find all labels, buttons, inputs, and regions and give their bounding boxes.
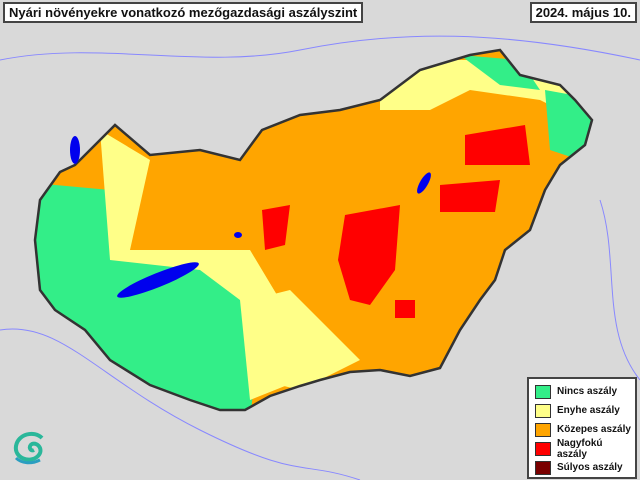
legend-label: Nincs aszály	[557, 386, 618, 397]
legend-label: Súlyos aszály	[557, 462, 623, 473]
legend-label: Nagyfokú aszály	[556, 437, 603, 460]
area-severe-drought-south	[395, 300, 415, 318]
area-severe-drought-east	[440, 180, 500, 212]
legend-item-severe: Nagyfokú aszály	[535, 437, 635, 460]
legend-swatch	[535, 403, 551, 418]
legend: Nincs aszály Enyhe aszály Közepes aszály…	[527, 377, 637, 479]
area-mild-drought-south	[250, 290, 360, 390]
lake-tisza	[417, 172, 431, 194]
area-mild-drought-west	[100, 130, 300, 400]
lake-velence	[234, 232, 242, 238]
lake-neusiedl	[70, 136, 80, 164]
map-date: 2024. május 10.	[529, 2, 637, 23]
area-severe-drought-central	[338, 205, 400, 305]
spiral-logo-icon	[13, 431, 44, 465]
legend-swatch	[535, 384, 551, 399]
legend-item-extreme: Súlyos aszály	[535, 458, 635, 477]
legend-swatch	[535, 441, 551, 456]
legend-item-none: Nincs aszály	[535, 382, 635, 401]
legend-swatch	[535, 422, 551, 437]
lake-balaton	[117, 262, 199, 298]
legend-item-mild: Enyhe aszály	[535, 401, 635, 420]
neighbor-countries	[0, 35, 640, 480]
country-border	[33, 48, 594, 412]
legend-label: Enyhe aszály	[557, 405, 620, 416]
legend-swatch	[535, 460, 551, 475]
legend-item-moderate: Közepes aszály	[535, 420, 635, 439]
legend-label: Közepes aszály	[557, 424, 631, 435]
area-severe-drought-budapest	[262, 205, 290, 250]
area-severe-drought-northeast	[465, 125, 530, 165]
map-title: Nyári növényekre vonatkozó mezőgazdasági…	[3, 2, 364, 23]
